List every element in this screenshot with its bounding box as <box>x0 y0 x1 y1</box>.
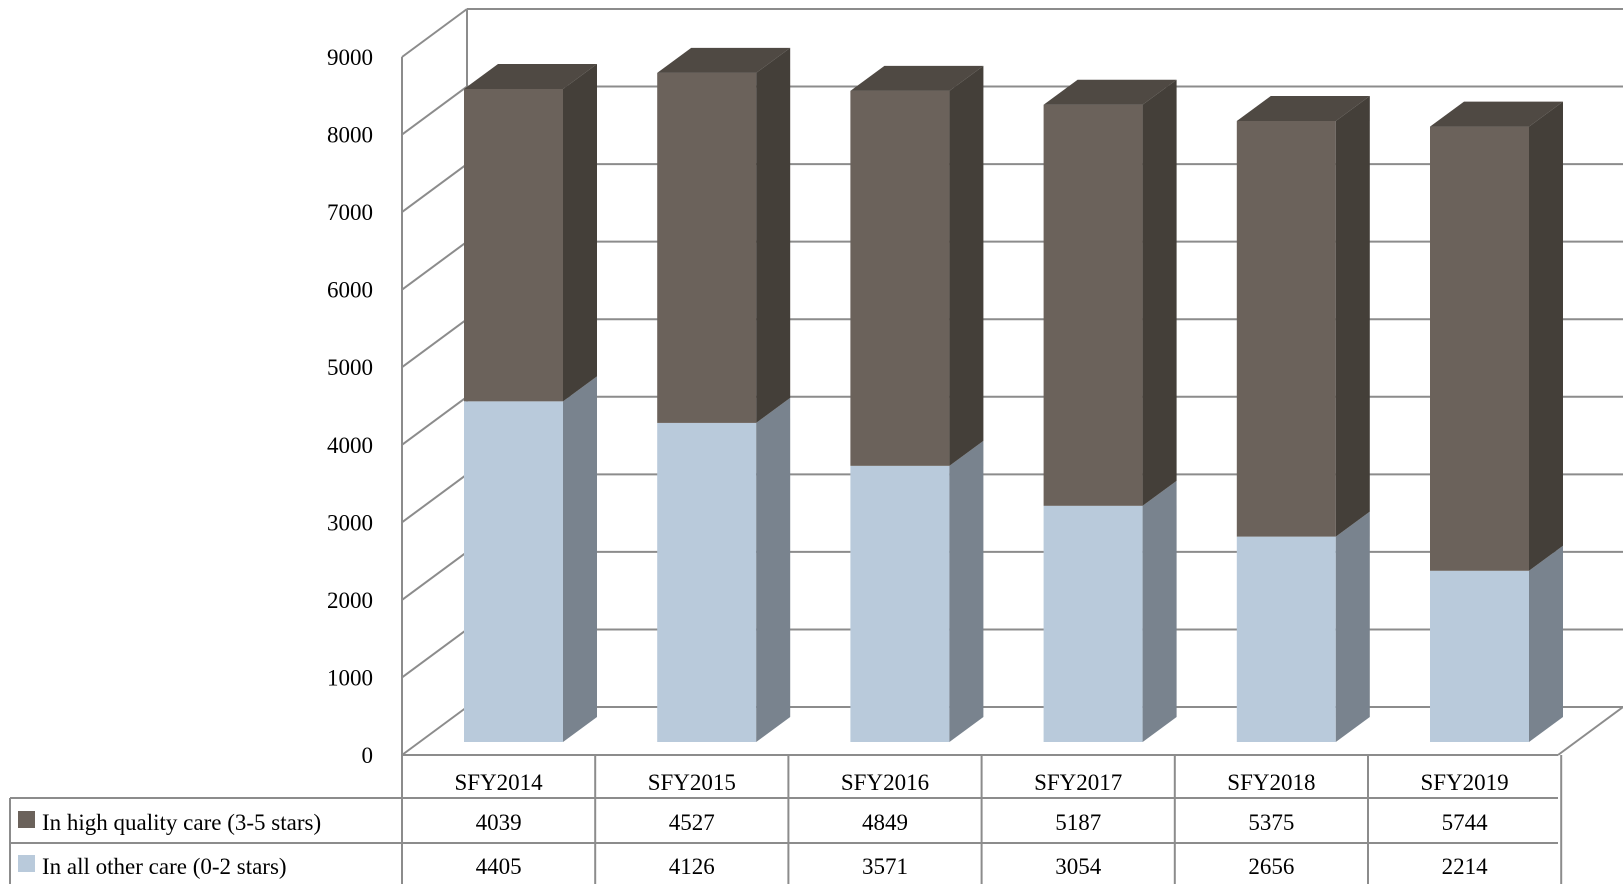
bar-segment-high-quality <box>657 72 757 423</box>
y-tick-label: 6000 <box>327 278 373 303</box>
gridline-diagonal <box>401 240 468 291</box>
bar-side-high-quality <box>756 47 791 423</box>
y-tick-label: 0 <box>362 743 374 768</box>
gridline-diagonal <box>401 8 468 58</box>
bar-segment-high-quality <box>850 90 950 466</box>
category-label: SFY2016 <box>841 770 929 795</box>
y-axis-ticks: 0 1000 2000 3000 4000 5000 6000 7000 8000 9000 <box>327 45 373 768</box>
data-label: 4126 <box>669 854 715 879</box>
y-tick-label: 9000 <box>327 45 373 70</box>
data-label: 5375 <box>1248 810 1294 835</box>
series-label: In all other care (0-2 stars) <box>42 854 287 879</box>
category-label: SFY2017 <box>1034 770 1122 795</box>
bar-segment-other-care <box>1430 570 1529 742</box>
bar-segment-other-care <box>657 422 757 742</box>
data-label: 5187 <box>1055 810 1101 835</box>
gridline-diagonal <box>401 628 468 679</box>
y-tick-label: 2000 <box>327 588 373 613</box>
bar-top <box>850 65 984 91</box>
category-label: SFY2019 <box>1420 770 1508 795</box>
bar-segment-other-care <box>1043 505 1143 742</box>
bar-group <box>657 47 791 742</box>
category-label: SFY2014 <box>454 770 543 795</box>
data-label: 4527 <box>669 810 715 835</box>
legend-swatch <box>18 811 35 828</box>
gridline-diagonal <box>401 163 468 213</box>
bar-side-high-quality <box>1335 95 1370 537</box>
y-tick-label: 7000 <box>327 200 373 225</box>
bar-segment-other-care <box>850 465 950 742</box>
bar-top <box>1430 101 1563 127</box>
bar-segment-high-quality <box>1430 126 1529 571</box>
bar-side-other-care <box>563 376 597 742</box>
data-label: 2214 <box>1442 854 1489 879</box>
gridline-diagonal <box>401 473 468 524</box>
bar-segment-high-quality <box>1236 120 1336 537</box>
bar-side-high-quality <box>1142 79 1177 506</box>
data-label: 4849 <box>862 810 908 835</box>
category-label: SFY2015 <box>648 770 736 795</box>
bar-segment-high-quality <box>464 89 563 402</box>
bar-side-other-care <box>1335 511 1370 742</box>
bar-side-high-quality <box>1529 101 1563 571</box>
bar-top <box>464 64 597 89</box>
gridline-diagonal <box>401 706 468 756</box>
y-tick-label: 5000 <box>327 355 373 380</box>
bar-group <box>1430 101 1563 742</box>
bar-side-other-care <box>756 397 791 742</box>
data-label: 4039 <box>476 810 522 835</box>
gridline-diagonal <box>401 318 468 369</box>
bar-group <box>1236 95 1370 742</box>
floor-right-edge <box>1557 706 1623 756</box>
y-tick-label: 8000 <box>327 123 373 148</box>
legend-swatch <box>18 855 35 872</box>
bar-side-other-care <box>1142 480 1177 742</box>
category-label: SFY2018 <box>1227 770 1315 795</box>
bar-segment-high-quality <box>1043 104 1143 506</box>
data-label: 3571 <box>862 854 908 879</box>
y-tick-label: 1000 <box>327 665 373 690</box>
data-table: SFY2014 SFY2015 SFY2016 SFY2017 SFY2018 SFY20… <box>9 755 1563 884</box>
y-tick-label: 4000 <box>327 433 373 458</box>
y-tick-label: 3000 <box>327 510 373 535</box>
data-label: 5744 <box>1442 810 1489 835</box>
gridline-diagonal <box>401 551 468 601</box>
bar-top <box>1043 79 1177 105</box>
gridline-diagonal <box>401 395 468 446</box>
bar-side-other-care <box>1529 545 1563 742</box>
bar-top <box>657 47 791 73</box>
data-label: 3054 <box>1055 854 1102 879</box>
bar-group <box>464 64 597 742</box>
bar-group <box>1043 79 1177 742</box>
bar-segment-other-care <box>464 401 563 742</box>
data-label: 2656 <box>1248 854 1294 879</box>
bars <box>464 47 1563 742</box>
data-label: 4405 <box>476 854 522 879</box>
bar-group <box>850 65 984 742</box>
bar-side-other-care <box>949 440 984 742</box>
bar-side-high-quality <box>563 64 597 402</box>
bar-segment-other-care <box>1236 536 1336 742</box>
bar-side-high-quality <box>949 65 984 466</box>
bar-top <box>1236 95 1370 121</box>
gridline-diagonal <box>401 85 468 136</box>
series-label: In high quality care (3-5 stars) <box>42 810 321 835</box>
